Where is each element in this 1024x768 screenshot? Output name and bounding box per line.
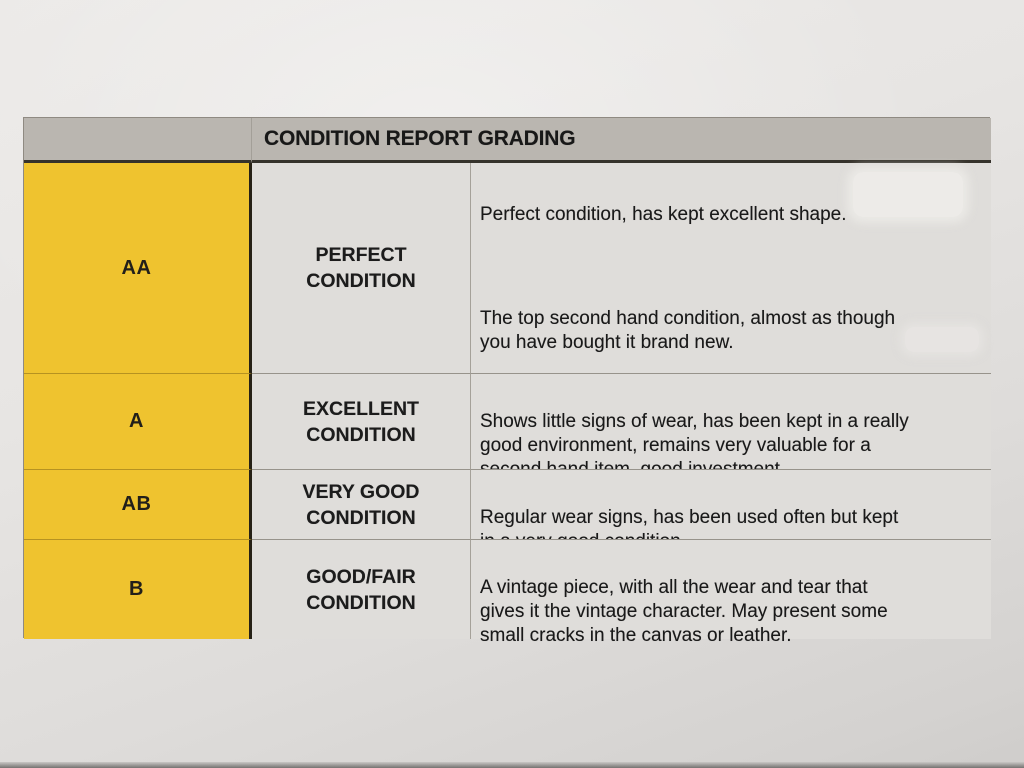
condition-grading-table: CONDITION REPORT GRADING AA PERFECT COND… [23,117,991,646]
grade-code-b: B [24,539,252,639]
grade-code-ab: AB [24,469,252,539]
whiteout-patch [853,172,963,217]
table-title: CONDITION REPORT GRADING [252,118,991,163]
grade-code-aa: AA [24,163,252,373]
description-paragraph: Perfect condition, has kept excellent sh… [480,204,847,225]
grade-description-b: A vintage piece, with all the wear and t… [471,539,991,646]
grade-name-a: EXCELLENT CONDITION [252,373,471,469]
whiteout-patch [905,327,979,352]
grade-name-b: GOOD/FAIR CONDITION [252,539,471,639]
description-paragraph: A vintage piece, with all the wear and t… [480,577,888,646]
grade-description-ab: Regular wear signs, has been used often … [471,469,991,552]
photo-bottom-edge [0,762,1024,768]
grade-name-ab: VERY GOOD CONDITION [252,469,471,539]
grade-code-a: A [24,373,252,469]
grade-description-a: Shows little signs of wear, has been kep… [471,373,991,480]
description-paragraph: The top second hand condition, almost as… [480,308,896,353]
grade-name-aa: PERFECT CONDITION [252,163,471,373]
header-grade-cell [24,118,252,163]
